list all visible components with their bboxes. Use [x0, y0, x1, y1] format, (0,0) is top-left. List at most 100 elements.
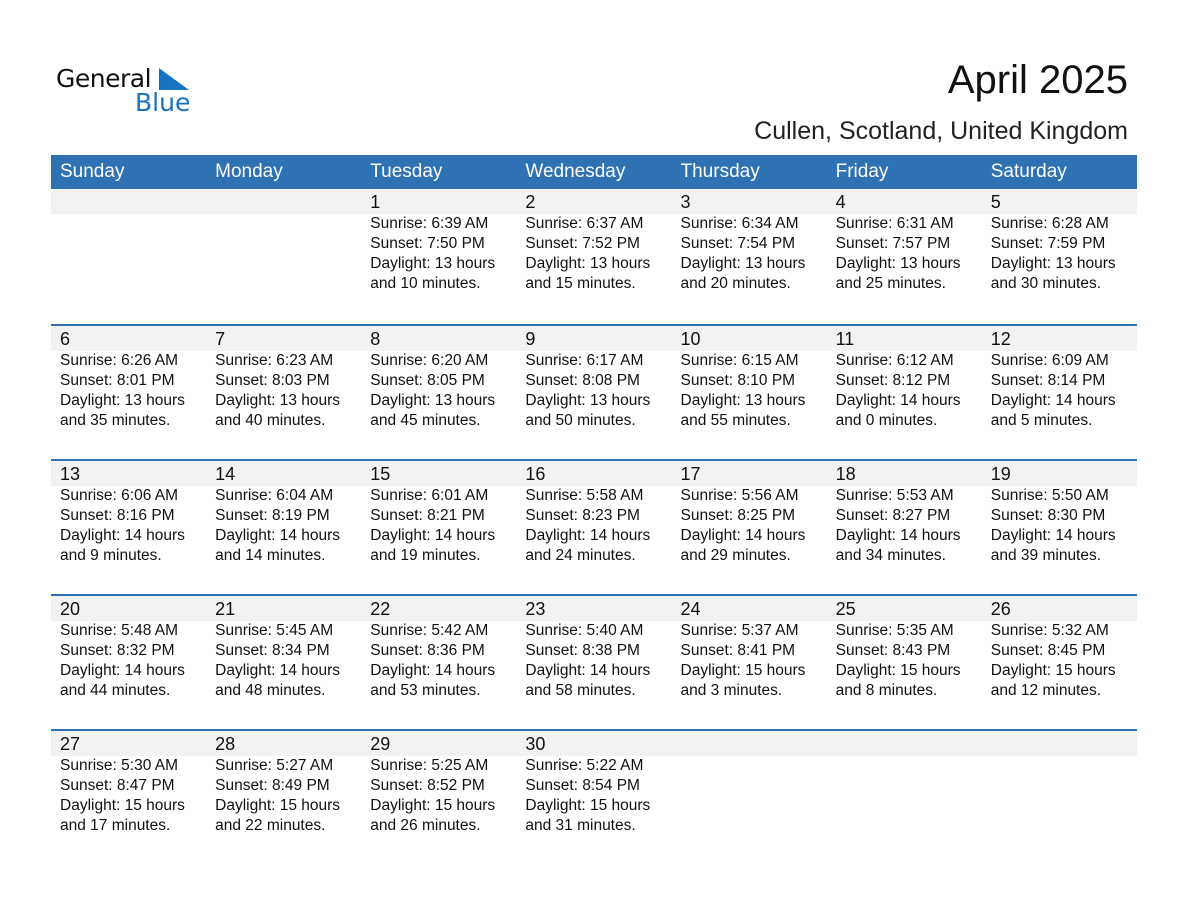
daylight-hours: Daylight: 14 hours — [680, 527, 806, 544]
daylight-hours: Daylight: 13 hours — [525, 255, 651, 272]
weekday-wednesday: Wednesday — [525, 161, 626, 182]
day-number-band — [51, 596, 1137, 621]
daylight-hours: Daylight: 14 hours — [990, 392, 1116, 409]
day-cell: 4 Sunrise: 6:31 AM Sunset: 7:57 PM Daylight… — [827, 189, 982, 294]
daylight-hours: Daylight: 14 hours — [525, 662, 651, 679]
sunset-time: Sunset: 8:34 PM — [215, 642, 330, 659]
daylight-minutes: and 29 minutes. — [680, 547, 791, 564]
day-cell: 28 Sunrise: 5:27 AM Sunset: 8:49 PM Dayligh… — [206, 731, 361, 836]
daylight-hours: Daylight: 13 hours — [525, 392, 651, 409]
sunrise-time: Sunrise: 6:34 AM — [680, 215, 799, 232]
daylight-minutes: and 17 minutes. — [60, 817, 171, 834]
sunrise-time: Sunrise: 6:20 AM — [370, 352, 489, 369]
daylight-minutes: and 44 minutes. — [60, 682, 171, 699]
sunrise-time: Sunrise: 5:58 AM — [525, 487, 644, 504]
sunrise-time: Sunrise: 6:37 AM — [525, 215, 644, 232]
day-number: 30 — [525, 734, 546, 754]
sunrise-time: Sunrise: 5:35 AM — [835, 622, 954, 639]
sunrise-time: Sunrise: 6:39 AM — [370, 215, 489, 232]
daylight-hours: Daylight: 15 hours — [680, 662, 806, 679]
day-cell: 21 Sunrise: 5:45 AM Sunset: 8:34 PM Dayligh… — [206, 596, 361, 701]
day-cell: 3 Sunrise: 6:34 AM Sunset: 7:54 PM Daylight… — [672, 189, 827, 294]
weekday-header: Sunday Monday Tuesday Wednesday Thursday Frid… — [51, 155, 1137, 189]
daylight-hours: Daylight: 15 hours — [990, 662, 1116, 679]
day-number: 12 — [990, 329, 1011, 349]
daylight-hours: Daylight: 13 hours — [680, 255, 806, 272]
day-cell: 30 Sunrise: 5:22 AM Sunset: 8:54 PM Dayligh… — [516, 731, 671, 836]
empty-cell — [982, 731, 1137, 836]
day-number-band — [51, 461, 1137, 486]
empty-cell — [206, 189, 361, 294]
day-number: 16 — [525, 464, 546, 484]
daylight-hours: Daylight: 14 hours — [835, 527, 961, 544]
daylight-hours: Daylight: 14 hours — [370, 527, 496, 544]
day-cell: 14 Sunrise: 6:04 AM Sunset: 8:19 PM Dayligh… — [206, 461, 361, 566]
day-number: 5 — [990, 192, 1001, 212]
day-cell: 2 Sunrise: 6:37 AM Sunset: 7:52 PM Daylight… — [516, 189, 671, 294]
daylight-hours: Daylight: 13 hours — [990, 255, 1116, 272]
daylight-hours: Daylight: 13 hours — [370, 255, 496, 272]
day-cell: 1 Sunrise: 6:39 AM Sunset: 7:50 PM Daylight… — [361, 189, 516, 294]
day-number: 14 — [215, 464, 236, 484]
sunrise-time: Sunrise: 6:09 AM — [990, 352, 1109, 369]
day-cell: 15 Sunrise: 6:01 AM Sunset: 8:21 PM Dayligh… — [361, 461, 516, 566]
day-cell: 6 Sunrise: 6:26 AM Sunset: 8:01 PM Daylight… — [51, 326, 206, 431]
day-number: 13 — [60, 464, 81, 484]
day-number: 25 — [835, 599, 856, 619]
day-number: 7 — [215, 329, 226, 349]
daylight-minutes: and 9 minutes. — [60, 547, 162, 564]
sunrise-time: Sunrise: 5:25 AM — [370, 757, 489, 774]
sunrise-time: Sunrise: 5:37 AM — [680, 622, 799, 639]
day-cell: 24 Sunrise: 5:37 AM Sunset: 8:41 PM Dayligh… — [672, 596, 827, 701]
daylight-minutes: and 12 minutes. — [990, 682, 1102, 699]
day-number: 15 — [370, 464, 391, 484]
sunset-time: Sunset: 8:19 PM — [215, 507, 330, 524]
daylight-hours: Daylight: 13 hours — [215, 392, 341, 409]
sunrise-time: Sunrise: 6:06 AM — [60, 487, 179, 504]
daylight-hours: Daylight: 14 hours — [60, 527, 185, 544]
day-cell: 20 Sunrise: 5:48 AM Sunset: 8:32 PM Dayligh… — [51, 596, 206, 701]
sunset-time: Sunset: 8:16 PM — [60, 507, 175, 524]
daylight-minutes: and 24 minutes. — [525, 547, 636, 564]
week-row: 1 Sunrise: 6:39 AM Sunset: 7:50 PM Daylight… — [51, 189, 1137, 324]
sunrise-time: Sunrise: 5:53 AM — [835, 487, 954, 504]
daylight-hours: Daylight: 15 hours — [370, 797, 496, 814]
daylight-minutes: and 45 minutes. — [370, 412, 481, 429]
day-number: 4 — [835, 192, 846, 212]
day-cell: 26 Sunrise: 5:32 AM Sunset: 8:45 PM Dayligh… — [982, 596, 1137, 701]
day-cell: 11 Sunrise: 6:12 AM Sunset: 8:12 PM Dayligh… — [827, 326, 982, 431]
weekday-thursday: Thursday — [680, 161, 760, 182]
daylight-hours: Daylight: 13 hours — [370, 392, 496, 409]
daylight-minutes: and 14 minutes. — [215, 547, 326, 564]
sunrise-time: Sunrise: 5:22 AM — [525, 757, 644, 774]
daylight-minutes: and 35 minutes. — [60, 412, 171, 429]
sunset-time: Sunset: 7:54 PM — [680, 235, 796, 252]
sunset-time: Sunset: 8:32 PM — [60, 642, 175, 659]
sunrise-time: Sunrise: 6:17 AM — [525, 352, 644, 369]
daylight-hours: Daylight: 15 hours — [215, 797, 341, 814]
sunrise-time: Sunrise: 6:01 AM — [370, 487, 489, 504]
sunset-time: Sunset: 7:59 PM — [990, 235, 1106, 252]
sunset-time: Sunset: 8:01 PM — [60, 372, 175, 389]
sunrise-time: Sunrise: 5:56 AM — [680, 487, 799, 504]
sunrise-time: Sunrise: 5:42 AM — [370, 622, 489, 639]
sunset-time: Sunset: 8:45 PM — [990, 642, 1106, 659]
sunrise-time: Sunrise: 6:15 AM — [680, 352, 799, 369]
daylight-minutes: and 31 minutes. — [525, 817, 636, 834]
week-row: 6 Sunrise: 6:26 AM Sunset: 8:01 PM Daylight… — [51, 324, 1137, 459]
weeks: 1 Sunrise: 6:39 AM Sunset: 7:50 PM Daylight… — [51, 189, 1137, 864]
day-number: 1 — [370, 192, 381, 212]
daylight-minutes: and 30 minutes. — [990, 275, 1102, 292]
week-row: 13 Sunrise: 6:06 AM Sunset: 8:16 PM Dayligh… — [51, 459, 1137, 594]
daylight-minutes: and 50 minutes. — [525, 412, 636, 429]
day-cell: 23 Sunrise: 5:40 AM Sunset: 8:38 PM Dayligh… — [516, 596, 671, 701]
sunset-time: Sunset: 8:12 PM — [835, 372, 951, 389]
daylight-hours: Daylight: 13 hours — [835, 255, 961, 272]
day-cell: 25 Sunrise: 5:35 AM Sunset: 8:43 PM Dayligh… — [827, 596, 982, 701]
week-cells: 20 Sunrise: 5:48 AM Sunset: 8:32 PM Dayligh… — [51, 596, 1137, 701]
day-number: 9 — [525, 329, 536, 349]
day-number: 28 — [215, 734, 236, 754]
sunset-time: Sunset: 8:03 PM — [215, 372, 330, 389]
general-blue-logo: General Blue — [56, 64, 190, 117]
